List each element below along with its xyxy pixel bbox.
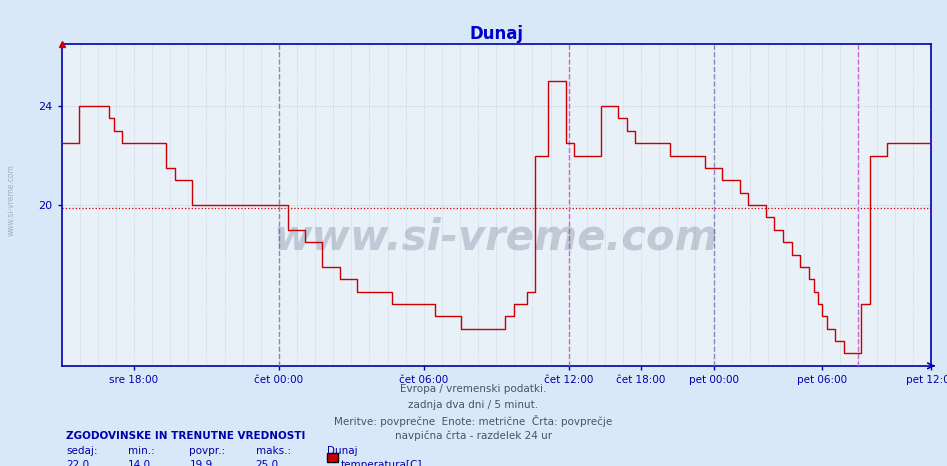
Text: 25,0: 25,0 [256, 460, 278, 466]
Title: Dunaj: Dunaj [469, 25, 524, 43]
Text: www.si-vreme.com: www.si-vreme.com [274, 216, 719, 258]
Text: zadnja dva dni / 5 minut.: zadnja dva dni / 5 minut. [408, 400, 539, 410]
Text: maks.:: maks.: [256, 446, 291, 456]
Text: 14,0: 14,0 [128, 460, 151, 466]
Text: min.:: min.: [128, 446, 154, 456]
Text: Dunaj: Dunaj [327, 446, 357, 456]
Text: www.si-vreme.com: www.si-vreme.com [7, 164, 16, 236]
Text: 19,9: 19,9 [189, 460, 213, 466]
Text: Evropa / vremenski podatki.: Evropa / vremenski podatki. [401, 384, 546, 394]
Text: ZGODOVINSKE IN TRENUTNE VREDNOSTI: ZGODOVINSKE IN TRENUTNE VREDNOSTI [66, 431, 306, 441]
Text: Meritve: povprečne  Enote: metrične  Črta: povprečje: Meritve: povprečne Enote: metrične Črta:… [334, 415, 613, 427]
Text: navpična črta - razdelek 24 ur: navpična črta - razdelek 24 ur [395, 431, 552, 441]
Text: 22,0: 22,0 [66, 460, 89, 466]
Text: sedaj:: sedaj: [66, 446, 98, 456]
Text: temperatura[C]: temperatura[C] [341, 460, 422, 466]
Text: povpr.:: povpr.: [189, 446, 225, 456]
